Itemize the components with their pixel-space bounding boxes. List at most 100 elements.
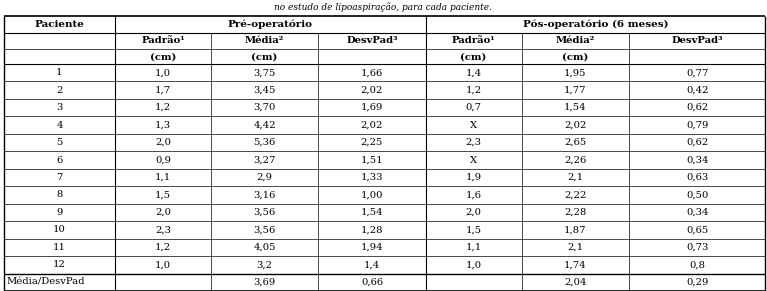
Text: 5: 5 bbox=[56, 138, 63, 147]
Text: DesvPad³: DesvPad³ bbox=[346, 36, 398, 45]
Text: 0,63: 0,63 bbox=[686, 173, 709, 182]
Text: 1,9: 1,9 bbox=[466, 173, 482, 182]
Text: 10: 10 bbox=[53, 226, 66, 234]
Text: DesvPad³: DesvPad³ bbox=[671, 36, 723, 45]
Text: 9: 9 bbox=[56, 208, 63, 217]
Text: 3,56: 3,56 bbox=[253, 208, 276, 217]
Text: 1,87: 1,87 bbox=[564, 226, 587, 234]
Text: 2,9: 2,9 bbox=[257, 173, 272, 182]
Text: 0,29: 0,29 bbox=[686, 278, 709, 287]
Text: 0,66: 0,66 bbox=[361, 278, 383, 287]
Text: 1,69: 1,69 bbox=[360, 103, 384, 112]
Text: 7: 7 bbox=[56, 173, 63, 182]
Text: 3: 3 bbox=[56, 103, 63, 112]
Text: 3,27: 3,27 bbox=[253, 156, 276, 164]
Text: no estudo de lipoaspiração, para cada paciente.: no estudo de lipoaspiração, para cada pa… bbox=[275, 2, 492, 12]
Text: X: X bbox=[470, 156, 477, 164]
Text: 2,65: 2,65 bbox=[564, 138, 587, 147]
Text: 1,0: 1,0 bbox=[155, 260, 171, 269]
Text: 0,34: 0,34 bbox=[686, 156, 709, 164]
Text: 2,26: 2,26 bbox=[564, 156, 587, 164]
Text: 1,3: 1,3 bbox=[155, 121, 171, 129]
Text: 3,70: 3,70 bbox=[253, 103, 276, 112]
Text: 1,7: 1,7 bbox=[155, 86, 171, 95]
Text: 1,6: 1,6 bbox=[466, 191, 482, 199]
Text: 1,1: 1,1 bbox=[466, 243, 482, 252]
Text: 4: 4 bbox=[56, 121, 63, 129]
Text: 3,45: 3,45 bbox=[253, 86, 276, 95]
Text: 1,95: 1,95 bbox=[564, 68, 587, 77]
Text: 2,0: 2,0 bbox=[155, 208, 171, 217]
Text: 8: 8 bbox=[56, 191, 63, 199]
Text: 1,2: 1,2 bbox=[155, 103, 171, 112]
Text: 2,1: 2,1 bbox=[567, 173, 584, 182]
Text: 1,0: 1,0 bbox=[155, 68, 171, 77]
Text: 0,65: 0,65 bbox=[686, 226, 709, 234]
Text: 1,66: 1,66 bbox=[360, 68, 384, 77]
Text: X: X bbox=[470, 121, 477, 129]
Text: 2,25: 2,25 bbox=[360, 138, 384, 147]
Text: (cm): (cm) bbox=[252, 52, 278, 61]
Text: 1,5: 1,5 bbox=[155, 191, 171, 199]
Text: 12: 12 bbox=[53, 260, 66, 269]
Text: 2: 2 bbox=[56, 86, 63, 95]
Text: Média/DesvPad: Média/DesvPad bbox=[7, 278, 85, 287]
Text: Média²: Média² bbox=[555, 36, 595, 45]
Text: 0,9: 0,9 bbox=[155, 156, 171, 164]
Text: 0,50: 0,50 bbox=[686, 191, 709, 199]
Text: 2,0: 2,0 bbox=[466, 208, 482, 217]
Text: Pós-operatório (6 meses): Pós-operatório (6 meses) bbox=[523, 19, 668, 29]
Text: 4,42: 4,42 bbox=[253, 121, 276, 129]
Text: 0,7: 0,7 bbox=[466, 103, 482, 112]
Text: 0,79: 0,79 bbox=[686, 121, 709, 129]
Text: 1,33: 1,33 bbox=[360, 173, 384, 182]
Text: (cm): (cm) bbox=[460, 52, 487, 61]
Text: 11: 11 bbox=[53, 243, 66, 252]
Text: 1,5: 1,5 bbox=[466, 226, 482, 234]
Text: 1,4: 1,4 bbox=[364, 260, 380, 269]
Text: 3,2: 3,2 bbox=[257, 260, 272, 269]
Text: 3,56: 3,56 bbox=[253, 226, 276, 234]
Text: 2,1: 2,1 bbox=[567, 243, 584, 252]
Text: 1,77: 1,77 bbox=[564, 86, 587, 95]
Text: 0,62: 0,62 bbox=[686, 138, 709, 147]
Text: 5,36: 5,36 bbox=[253, 138, 276, 147]
Text: 1,0: 1,0 bbox=[466, 260, 482, 269]
Text: 2,04: 2,04 bbox=[564, 278, 587, 287]
Text: 2,22: 2,22 bbox=[564, 191, 587, 199]
Text: 0,8: 0,8 bbox=[690, 260, 705, 269]
Text: 1,28: 1,28 bbox=[360, 226, 384, 234]
Text: Padrão¹: Padrão¹ bbox=[141, 36, 185, 45]
Text: 1: 1 bbox=[56, 68, 63, 77]
Text: 3,69: 3,69 bbox=[253, 278, 276, 287]
Text: 2,3: 2,3 bbox=[466, 138, 482, 147]
Text: (cm): (cm) bbox=[150, 52, 176, 61]
Text: 2,28: 2,28 bbox=[564, 208, 587, 217]
Text: 4,05: 4,05 bbox=[253, 243, 276, 252]
Text: 2,02: 2,02 bbox=[564, 121, 587, 129]
Text: 6: 6 bbox=[56, 156, 63, 164]
Text: Média²: Média² bbox=[245, 36, 285, 45]
Text: 3,16: 3,16 bbox=[253, 191, 276, 199]
Text: 2,3: 2,3 bbox=[155, 226, 171, 234]
Text: 1,2: 1,2 bbox=[466, 86, 482, 95]
Text: Paciente: Paciente bbox=[35, 20, 84, 29]
Text: 0,34: 0,34 bbox=[686, 208, 709, 217]
Text: 1,54: 1,54 bbox=[360, 208, 384, 217]
Text: 1,1: 1,1 bbox=[155, 173, 171, 182]
Text: 1,51: 1,51 bbox=[360, 156, 384, 164]
Text: 0,62: 0,62 bbox=[686, 103, 709, 112]
Text: 0,77: 0,77 bbox=[686, 68, 709, 77]
Text: 3,75: 3,75 bbox=[253, 68, 276, 77]
Text: (cm): (cm) bbox=[562, 52, 588, 61]
Text: 1,74: 1,74 bbox=[564, 260, 587, 269]
Text: 0,42: 0,42 bbox=[686, 86, 709, 95]
Text: 1,00: 1,00 bbox=[360, 191, 384, 199]
Text: 1,94: 1,94 bbox=[360, 243, 384, 252]
Text: 2,02: 2,02 bbox=[360, 121, 384, 129]
Text: 1,54: 1,54 bbox=[564, 103, 587, 112]
Text: 2,02: 2,02 bbox=[360, 86, 384, 95]
Text: Pré-operatório: Pré-operatório bbox=[228, 19, 313, 29]
Text: Padrão¹: Padrão¹ bbox=[452, 36, 495, 45]
Text: 1,2: 1,2 bbox=[155, 243, 171, 252]
